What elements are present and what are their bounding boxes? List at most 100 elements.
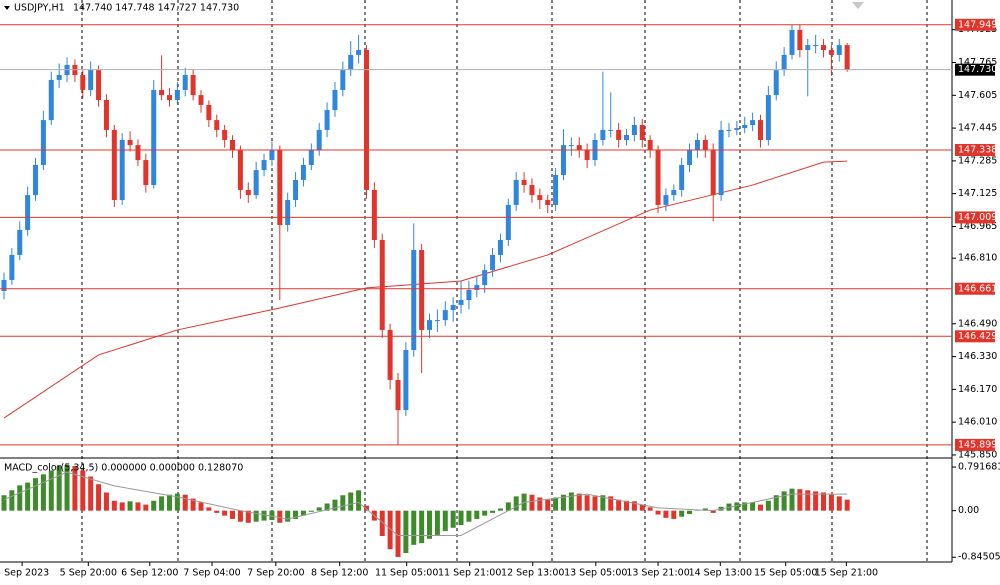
histogram-bar <box>269 510 275 521</box>
candle-body <box>624 135 630 140</box>
y-tick-label: 146.170 <box>958 384 997 395</box>
candle-body <box>190 75 196 96</box>
candle-body <box>576 145 582 151</box>
candle-body <box>513 179 519 205</box>
histogram-bar <box>742 502 748 511</box>
histogram-bar <box>734 502 740 511</box>
histogram-bar <box>253 510 259 522</box>
histogram-bar <box>608 496 614 511</box>
candle-body <box>17 229 23 255</box>
histogram-bar <box>206 507 212 511</box>
histogram-bar <box>490 510 496 513</box>
y-tick-label: 147.125 <box>958 188 997 199</box>
candle-body <box>356 50 362 55</box>
y-tick-label: 147.765 <box>958 57 997 68</box>
candle-body <box>33 164 39 196</box>
histogram-bar <box>245 510 251 523</box>
histogram-bar <box>64 464 70 511</box>
period-separators <box>81 0 928 562</box>
histogram-bar <box>261 510 267 521</box>
candle-body <box>789 29 795 55</box>
histogram-bar <box>174 493 180 511</box>
candle-body <box>9 254 15 280</box>
histogram-bar <box>143 504 149 511</box>
histogram-bar <box>363 505 369 511</box>
candle-body <box>103 100 109 130</box>
histogram-bar <box>655 510 661 515</box>
candle-body <box>261 160 267 171</box>
candle-body <box>466 289 472 301</box>
candle-body <box>308 150 314 165</box>
symbol-menu-icon[interactable] <box>4 6 10 10</box>
candle-body <box>316 129 322 151</box>
candle-body <box>253 170 259 196</box>
histogram-bar <box>560 494 566 511</box>
candle-body <box>600 129 606 140</box>
histogram-bar <box>103 492 109 511</box>
histogram-bar <box>624 500 630 511</box>
last-price-box <box>955 63 995 76</box>
histogram-bar <box>553 497 559 511</box>
x-tick-label: 15 Sep 21:00 <box>815 568 878 579</box>
candle-body <box>419 250 425 330</box>
candle-body <box>214 120 220 130</box>
histogram-bar <box>757 504 763 511</box>
histogram-bar <box>159 496 165 511</box>
x-tick-label: 7 Sep 04:00 <box>183 568 240 579</box>
candle-body <box>348 54 354 71</box>
candle-body <box>96 70 102 101</box>
histogram-bar <box>230 510 236 519</box>
candle-body <box>198 95 204 105</box>
histogram-bar <box>127 501 133 511</box>
histogram-bar <box>434 510 440 535</box>
candle-body <box>340 70 346 90</box>
candle-body <box>844 45 850 70</box>
candle-body <box>371 189 377 240</box>
histogram-bar <box>505 502 511 511</box>
candle-body <box>694 139 700 151</box>
scroll-marker[interactable] <box>852 2 864 9</box>
candle-body <box>568 145 574 147</box>
histogram-bar <box>750 502 756 511</box>
histogram-bar <box>702 508 708 511</box>
histogram-bar <box>119 502 125 511</box>
histogram-bar <box>529 494 535 511</box>
candle-body <box>277 150 283 226</box>
histogram-bar <box>568 492 574 511</box>
candle-body <box>285 200 291 226</box>
y-tick-label: 146.965 <box>958 221 997 232</box>
x-tick-label: 7 Sep 20:00 <box>247 568 304 579</box>
candle-body <box>25 195 31 230</box>
level-label: 146.429 <box>958 331 997 342</box>
histogram-bar <box>537 497 543 511</box>
histogram-bar <box>56 466 62 511</box>
candle-body <box>269 150 275 161</box>
candle-body <box>135 145 141 161</box>
candle-body <box>726 129 732 131</box>
histogram-bar <box>466 510 472 522</box>
histogram-bar <box>308 510 314 512</box>
histogram-bar <box>844 499 850 511</box>
histogram-bar <box>237 510 243 522</box>
level-label: 146.661 <box>958 283 997 294</box>
level-label-box <box>955 438 995 451</box>
candle-body <box>710 150 716 196</box>
candle-body <box>687 150 693 165</box>
histogram-bar <box>710 510 716 513</box>
candle-body <box>655 150 661 205</box>
candle-body <box>127 139 133 146</box>
candle-body <box>584 150 590 161</box>
candle-body <box>182 75 188 90</box>
histogram-bar <box>111 500 117 511</box>
histogram-bar <box>647 507 653 511</box>
candle-body <box>300 164 306 180</box>
x-tick-label: 5 Sep 20:00 <box>60 568 117 579</box>
histogram-bar <box>96 484 102 511</box>
histogram-bar <box>411 510 417 545</box>
x-tick-label: 12 Sep 13:00 <box>501 568 564 579</box>
candle-body <box>647 139 653 151</box>
candle-body <box>560 145 566 176</box>
candle-body <box>403 350 409 411</box>
candle-body <box>828 50 834 55</box>
candle-body <box>293 179 299 201</box>
